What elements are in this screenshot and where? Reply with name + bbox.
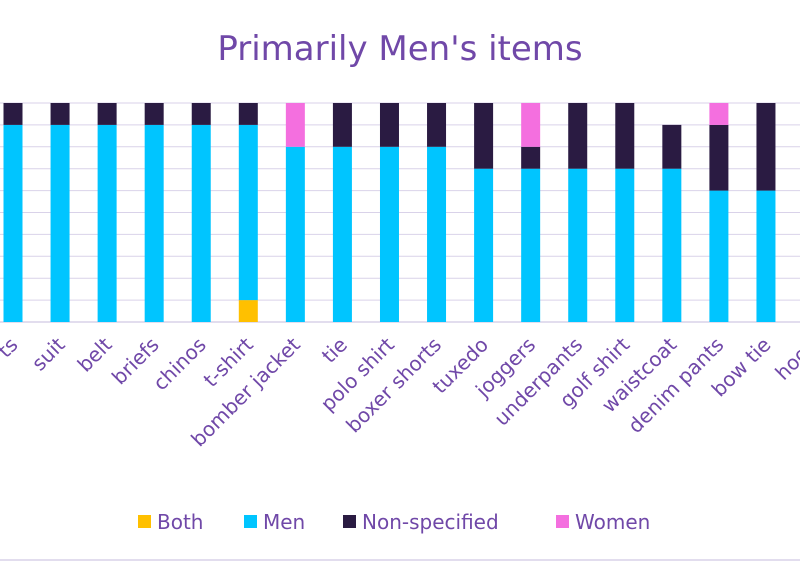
bar-segment-men [285,146,305,322]
x-tick-label: hood [770,333,800,385]
legend-swatch [244,515,257,528]
legend: Both Men Non-specified Women [138,510,650,534]
bars [3,103,776,323]
bar-segment-non-specified [144,103,164,125]
chart-title: Primarily Men's items [217,29,582,69]
legend-swatch [138,515,151,528]
bar-segment-men [756,190,776,322]
bar-segment-non-specified [662,124,682,169]
legend-swatch [556,515,569,528]
bar-segment-men [615,168,635,322]
bar-segment-men [191,124,211,323]
bar-segment-non-specified [238,103,258,125]
bar-segment-women [521,103,541,147]
legend-label: Men [263,510,305,534]
legend-swatch [343,515,356,528]
bar-segment-men [521,168,541,322]
x-tick-label: ts [0,333,23,363]
bar-segment-men [144,124,164,323]
bar-segment-men [332,146,352,322]
bar-segment-non-specified [756,103,776,191]
bar-segment-men [50,124,70,323]
bar-segment-non-specified [615,103,635,169]
legend-label: Non-specified [362,510,499,534]
bar-segment-non-specified [427,103,447,147]
bar-segment-women [709,103,729,125]
x-tick-label: tie [317,333,352,368]
bar-segment-non-specified [379,103,399,147]
bar-segment-men [379,146,399,322]
bar-segment-men [97,124,117,323]
x-tick-label: suit [27,332,70,375]
x-tick-label: chinos [148,333,211,396]
bar-segment-men [238,124,258,301]
legend-label: Both [157,510,203,534]
bar-segment-non-specified [568,103,588,169]
bar-segment-non-specified [709,124,729,191]
bar-segment-women [285,103,305,147]
bar-segment-non-specified [191,103,211,125]
bar-segment-non-specified [521,146,541,169]
bar-segment-men [568,168,588,322]
bar-segment-men [474,168,494,322]
bar-segment-non-specified [50,103,70,125]
bar-segment-men [662,168,682,322]
bar-segment-both [238,300,258,322]
bar-segment-men [3,124,23,323]
legend-label: Women [575,510,650,534]
bar-segment-non-specified [3,103,23,125]
bar-segment-men [427,146,447,322]
bar-segment-non-specified [474,103,494,169]
bar-segment-men [709,190,729,322]
bar-segment-non-specified [332,103,352,147]
bar-segment-non-specified [97,103,117,125]
